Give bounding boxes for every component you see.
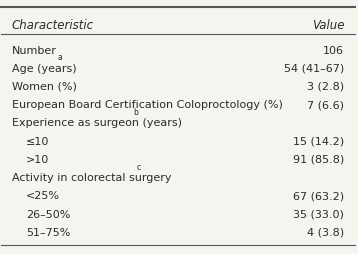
Text: 15 (14.2): 15 (14.2) — [293, 136, 344, 146]
Text: Characteristic: Characteristic — [12, 19, 94, 32]
Text: b: b — [133, 107, 138, 117]
Text: 51–75%: 51–75% — [26, 227, 71, 237]
Text: Age (years): Age (years) — [12, 64, 77, 73]
Text: Experience as surgeon (years): Experience as surgeon (years) — [12, 118, 182, 128]
Text: <25%: <25% — [26, 190, 60, 201]
Text: Women (%): Women (%) — [12, 82, 77, 92]
Text: a: a — [58, 53, 63, 62]
Text: Number: Number — [12, 45, 57, 55]
Text: 3 (2.8): 3 (2.8) — [307, 82, 344, 92]
Text: Activity in colorectal surgery: Activity in colorectal surgery — [12, 172, 171, 182]
Text: 106: 106 — [323, 45, 344, 55]
Text: >10: >10 — [26, 154, 49, 164]
Text: c: c — [137, 162, 141, 171]
Text: 91 (85.8): 91 (85.8) — [293, 154, 344, 164]
Text: 4 (3.8): 4 (3.8) — [307, 227, 344, 237]
Text: 26–50%: 26–50% — [26, 209, 71, 219]
Text: 67 (63.2): 67 (63.2) — [293, 190, 344, 201]
Text: 54 (41–67): 54 (41–67) — [284, 64, 344, 73]
Text: ≤10: ≤10 — [26, 136, 49, 146]
Text: Value: Value — [312, 19, 344, 32]
Text: 7 (6.6): 7 (6.6) — [307, 100, 344, 110]
Text: European Board Certification Coloproctology (%): European Board Certification Coloproctol… — [12, 100, 283, 110]
Text: 35 (33.0): 35 (33.0) — [294, 209, 344, 219]
